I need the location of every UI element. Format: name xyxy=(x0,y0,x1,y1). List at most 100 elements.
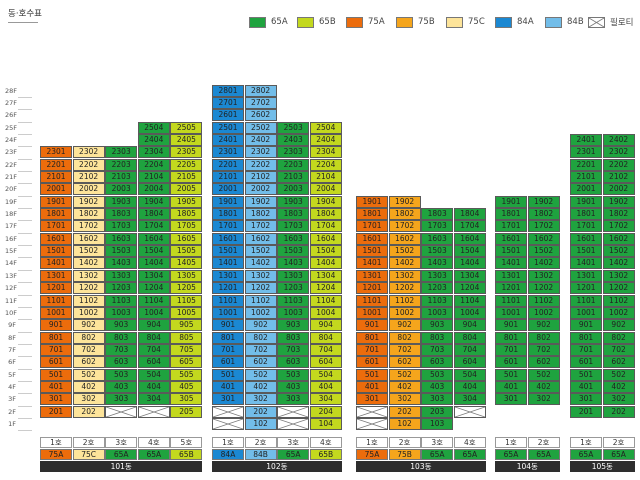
unit-cell: 603 xyxy=(277,356,310,369)
unit-cell: 1802 xyxy=(388,208,421,221)
unit-cell: 1304 xyxy=(309,269,342,282)
floor-label: 27F xyxy=(5,98,18,107)
unit-cell: 402 xyxy=(72,380,105,393)
unit-cell: 1401 xyxy=(212,257,244,270)
unit-cell: 301 xyxy=(40,393,72,406)
unit-cell: 304 xyxy=(453,393,486,406)
unit-cell: 1001 xyxy=(40,306,72,319)
building-label: 105동 xyxy=(570,461,635,472)
line-number-label: 1호 xyxy=(212,437,244,448)
unit-cell: 1902 xyxy=(602,195,635,208)
piloti-cross-icon xyxy=(138,406,169,417)
unit-cell: 1802 xyxy=(72,208,105,221)
unit-cell: 2503 xyxy=(277,121,310,134)
unit-cell: 2201 xyxy=(570,158,602,171)
line-number-label: 4호 xyxy=(453,437,486,448)
unit-cell: 1301 xyxy=(40,269,72,282)
unit-type-label: 65A xyxy=(495,449,527,460)
unit-cell: 301 xyxy=(495,393,527,406)
unit-cell: 1002 xyxy=(527,306,560,319)
legend-label: 75A xyxy=(368,17,385,27)
unit-cell: 1801 xyxy=(356,208,388,221)
legend-swatch-84A xyxy=(495,16,512,28)
floor-gridline xyxy=(18,245,32,247)
unit-cell: 1701 xyxy=(356,220,388,233)
unit-cell: 501 xyxy=(495,368,527,381)
unit-cell: 702 xyxy=(602,343,635,356)
unit-cell: 2204 xyxy=(137,158,170,171)
unit-cell: 2002 xyxy=(72,183,105,196)
unit-cell: 2001 xyxy=(40,183,72,196)
unit-cell: 1601 xyxy=(40,232,72,245)
unit-cell: 802 xyxy=(244,331,277,344)
unit-cell: 1601 xyxy=(356,232,388,245)
unit-cell: 2802 xyxy=(244,84,277,97)
unit-cell: 503 xyxy=(277,368,310,381)
unit-cell: 701 xyxy=(570,343,602,356)
floor-label: 18F xyxy=(5,210,18,219)
unit-cell: 1601 xyxy=(570,232,602,245)
unit-cell: 801 xyxy=(356,331,388,344)
unit-cell: 2505 xyxy=(170,121,203,134)
unit-cell: 603 xyxy=(421,356,454,369)
unit-cell: 504 xyxy=(309,368,342,381)
unit-cell: 802 xyxy=(388,331,421,344)
unit-cell: 803 xyxy=(105,331,138,344)
unit-cell: 2004 xyxy=(137,183,170,196)
floor-label: 7F xyxy=(8,345,16,354)
unit-cell: 1803 xyxy=(421,208,454,221)
unit-cell: 901 xyxy=(495,319,527,332)
piloti-cross-icon xyxy=(357,406,387,417)
unit-cell: 2402 xyxy=(602,133,635,146)
unit-type-label: 84B xyxy=(244,449,277,460)
unit-cell: 601 xyxy=(356,356,388,369)
unit-cell: 1704 xyxy=(137,220,170,233)
floor-gridline xyxy=(18,158,32,160)
unit-cell: 1602 xyxy=(244,232,277,245)
unit-cell: 1703 xyxy=(421,220,454,233)
unit-cell: 1601 xyxy=(495,232,527,245)
unit-cell: 2801 xyxy=(212,84,244,97)
unit-cell: 502 xyxy=(244,368,277,381)
legend-label: 75C xyxy=(468,17,485,27)
unit-type-label: 65A xyxy=(137,449,170,460)
unit-cell: 2101 xyxy=(570,171,602,183)
unit-cell: 501 xyxy=(40,368,72,381)
unit-cell: 2502 xyxy=(244,121,277,134)
unit-cell: 1902 xyxy=(244,195,277,208)
unit-cell: 1703 xyxy=(105,220,138,233)
unit-cell: 1203 xyxy=(105,282,138,295)
unit-cell: 1004 xyxy=(137,306,170,319)
floor-gridline xyxy=(18,208,32,210)
unit-cell: 1002 xyxy=(602,306,635,319)
unit-cell: 1303 xyxy=(421,269,454,282)
unit-cell: 703 xyxy=(277,343,310,356)
unit-cell: 1903 xyxy=(105,195,138,208)
piloti-cell xyxy=(212,418,244,430)
unit-cell: 1903 xyxy=(277,195,310,208)
unit-cell: 502 xyxy=(602,368,635,381)
unit-cell: 1302 xyxy=(72,269,105,282)
unit-cell: 1901 xyxy=(212,195,244,208)
unit-cell: 1404 xyxy=(309,257,342,270)
line-number-label: 1호 xyxy=(570,437,602,448)
unit-cell: 1501 xyxy=(570,245,602,258)
unit-cell: 1102 xyxy=(527,294,560,307)
unit-cell: 404 xyxy=(453,380,486,393)
floor-gridline xyxy=(18,220,32,222)
unit-cell: 2104 xyxy=(309,171,342,183)
unit-cell: 303 xyxy=(105,393,138,406)
unit-cell: 2203 xyxy=(277,158,310,171)
unit-cell: 302 xyxy=(602,393,635,406)
piloti-cross-icon xyxy=(106,406,137,417)
line-number-label: 2호 xyxy=(527,437,560,448)
legend-label: 84B xyxy=(567,17,584,27)
legend-item-75A: 75A xyxy=(346,15,385,29)
unit-cell: 901 xyxy=(570,319,602,332)
unit-cell: 2102 xyxy=(602,171,635,183)
unit-cell: 903 xyxy=(277,319,310,332)
floor-gridline xyxy=(18,269,32,271)
unit-cell: 904 xyxy=(453,319,486,332)
unit-cell: 2203 xyxy=(105,158,138,171)
unit-cell: 804 xyxy=(137,331,170,344)
